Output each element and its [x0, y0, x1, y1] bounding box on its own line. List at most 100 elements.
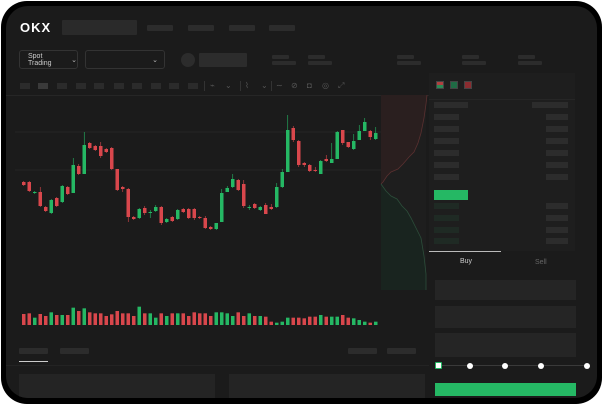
buy-submit-button[interactable] — [435, 383, 576, 396]
volume-bar — [82, 308, 86, 325]
timeframe-button[interactable] — [114, 83, 124, 89]
orderbook-price[interactable] — [434, 150, 459, 156]
draw-icon[interactable]: ⊘ — [291, 81, 298, 90]
line-icon[interactable]: ∼ — [276, 81, 283, 90]
candle-body — [27, 182, 31, 191]
candle-body — [165, 219, 169, 222]
tab-sell[interactable]: Sell — [535, 259, 547, 266]
orderbook-price[interactable] — [434, 227, 459, 233]
okx-logo[interactable]: OKX — [20, 20, 52, 35]
divider — [6, 95, 429, 96]
timeframe-button[interactable] — [94, 83, 104, 89]
orderbook-price[interactable] — [434, 162, 459, 168]
volume-bar — [110, 314, 114, 325]
candle-body — [198, 217, 202, 218]
candle-body — [286, 130, 290, 172]
candle-body — [187, 209, 191, 218]
orderbook-price[interactable] — [434, 174, 459, 180]
leverage-slider-track[interactable] — [439, 365, 589, 366]
indicator-icon[interactable]: ⌇ — [245, 81, 249, 90]
volume-bar — [357, 320, 361, 325]
depth-asks-area — [381, 95, 427, 184]
camera-icon[interactable]: ◘ — [307, 81, 312, 90]
nav-item[interactable] — [229, 25, 255, 31]
chevron-down-icon[interactable]: ⌄ — [225, 81, 232, 90]
orderbook-asks-icon[interactable] — [464, 81, 472, 89]
timeframe-button[interactable] — [57, 83, 67, 89]
candle-body — [104, 149, 108, 152]
chevron-down-icon[interactable]: ⌄ — [261, 81, 268, 90]
divider — [6, 365, 429, 366]
chart-type-icon[interactable]: ⌁ — [210, 81, 215, 90]
fullscreen-icon[interactable]: ⤢ — [338, 81, 345, 90]
volume-bar — [99, 313, 103, 325]
slider-step-100[interactable] — [584, 363, 590, 369]
leverage-slider-handle[interactable] — [435, 362, 442, 369]
candle-body — [33, 192, 37, 193]
nav-item[interactable] — [147, 25, 173, 31]
orderbook-amount — [546, 162, 568, 168]
candle-body — [253, 204, 257, 208]
timeframe-button-active[interactable] — [38, 83, 48, 89]
candle-body — [126, 189, 130, 217]
pair-selector[interactable]: ⌄ — [85, 50, 165, 69]
stat-label — [397, 55, 414, 59]
volume-bar — [126, 313, 130, 325]
spot-trading-label: Spot Trading — [28, 52, 52, 67]
active-tab-underline — [19, 361, 48, 362]
orderbook-price[interactable] — [434, 203, 459, 209]
volume-bar — [297, 317, 301, 325]
volume-bar — [93, 313, 97, 325]
volume-bar — [220, 312, 224, 325]
candle-body — [225, 188, 229, 192]
filter-button[interactable] — [348, 348, 377, 354]
filter-button[interactable] — [387, 348, 416, 354]
volume-bar — [291, 317, 295, 325]
candle-body — [352, 141, 356, 149]
nav-item[interactable] — [269, 25, 295, 31]
candle-body — [363, 122, 367, 131]
candle-body — [176, 210, 180, 219]
volume-bar — [242, 316, 246, 325]
orderbook-price[interactable] — [434, 138, 459, 144]
amount-input[interactable] — [435, 306, 576, 328]
divider — [429, 99, 575, 100]
orderbook-price[interactable] — [434, 215, 459, 221]
tab-history[interactable] — [60, 348, 89, 354]
timeframe-button[interactable] — [151, 83, 161, 89]
timeframe-button[interactable] — [132, 83, 142, 89]
volume-bar — [132, 316, 136, 325]
price-input[interactable] — [435, 280, 576, 300]
total-input[interactable] — [435, 333, 576, 357]
timeframe-button[interactable] — [188, 83, 198, 89]
volume-bar — [121, 313, 125, 325]
search-placeholder[interactable] — [62, 20, 137, 35]
candle-body — [302, 163, 306, 165]
nav-item[interactable] — [188, 25, 214, 31]
timeframe-button[interactable] — [20, 83, 30, 89]
orderbook-price[interactable] — [434, 114, 459, 120]
tab-open-orders[interactable] — [19, 348, 48, 354]
orderbook-price[interactable] — [434, 238, 459, 244]
slider-step-25[interactable] — [467, 363, 473, 369]
candle-body — [374, 133, 378, 139]
candle-body — [313, 170, 317, 171]
settings-icon[interactable]: ◎ — [322, 81, 329, 90]
volume-bar — [330, 316, 334, 325]
app-screen: OKX Spot Trading ⌄ ⌄ ⌁ ⌄ ⌇ ⌄ ∼ ⊘ ◘ ◎ ⤢ — [6, 6, 597, 398]
tab-buy[interactable]: Buy — [460, 258, 473, 265]
candle-body — [275, 187, 279, 207]
slider-step-50[interactable] — [502, 363, 508, 369]
volume-bar — [165, 316, 169, 325]
orderbook-price[interactable] — [434, 126, 459, 132]
candle-body — [38, 192, 42, 206]
slider-step-75[interactable] — [538, 363, 544, 369]
timeframe-button[interactable] — [169, 83, 179, 89]
orderbook-bids-icon[interactable] — [450, 81, 458, 89]
candle-body — [110, 148, 114, 169]
spot-trading-selector[interactable]: Spot Trading ⌄ — [19, 50, 78, 69]
orderbook-both-icon[interactable] — [436, 81, 444, 89]
volume-bar — [313, 316, 317, 325]
candlestick-chart[interactable] — [6, 6, 431, 336]
timeframe-button[interactable] — [76, 83, 86, 89]
